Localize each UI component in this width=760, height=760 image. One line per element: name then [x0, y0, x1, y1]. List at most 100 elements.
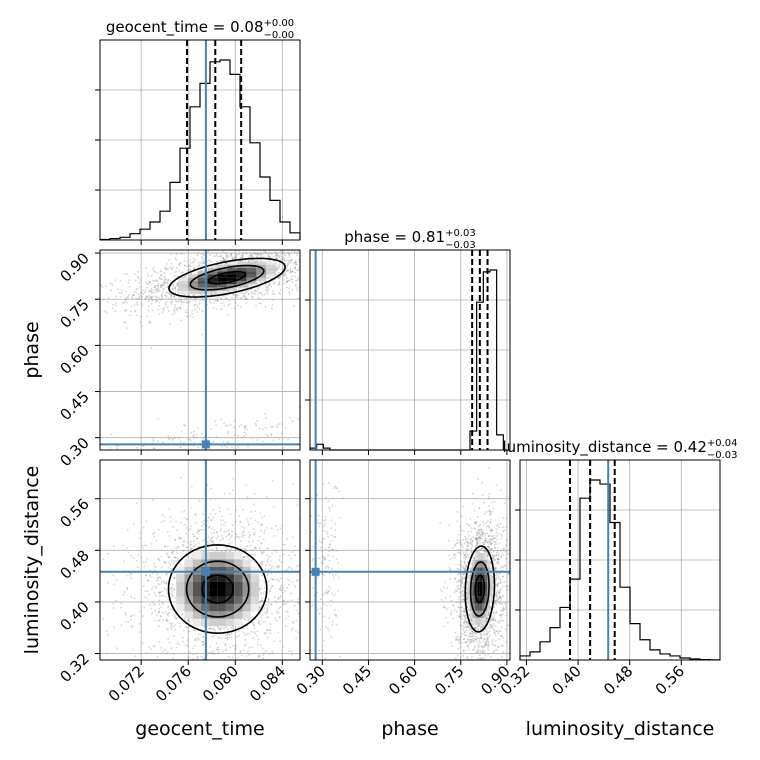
sample-point	[147, 300, 150, 302]
sample-point	[157, 558, 160, 560]
sample-point	[453, 608, 456, 611]
sample-point	[281, 524, 284, 527]
sample-point	[172, 625, 174, 628]
sample-point	[208, 516, 211, 519]
sample-point	[493, 605, 496, 608]
sample-point	[194, 303, 196, 306]
sample-point	[209, 254, 211, 257]
sample-point	[245, 545, 248, 548]
sample-point	[150, 289, 152, 292]
sample-point	[250, 254, 253, 257]
sample-point	[156, 299, 158, 302]
sample-point	[277, 631, 280, 634]
title-plus: +0.00	[264, 18, 295, 29]
sample-point	[296, 269, 299, 272]
sample-point	[293, 604, 296, 607]
sample-point	[231, 257, 233, 260]
sample-point	[190, 457, 192, 459]
sample-point	[122, 593, 125, 596]
sample-point	[490, 543, 493, 546]
sample-point	[171, 313, 174, 316]
sample-point	[487, 545, 490, 548]
sample-point	[479, 650, 481, 653]
sample-point	[192, 434, 194, 437]
sample-point	[193, 434, 196, 437]
sample-point	[199, 293, 202, 296]
sample-point	[478, 539, 481, 542]
sample-point	[285, 715, 287, 717]
sample-point	[144, 590, 147, 592]
density-cell	[266, 264, 276, 268]
sample-point	[245, 290, 248, 293]
density-cell	[178, 290, 188, 294]
sample-point	[175, 300, 177, 303]
sample-point	[267, 602, 270, 605]
sample-point	[235, 256, 238, 259]
sample-point	[152, 535, 155, 538]
sample-point	[155, 288, 158, 291]
sample-point	[170, 262, 173, 265]
axes-frame	[99, 459, 301, 661]
sample-point	[110, 289, 113, 292]
sample-point	[197, 632, 200, 635]
density-cell	[256, 267, 267, 272]
sample-point	[490, 535, 493, 537]
sample-point	[292, 305, 295, 308]
density-cell	[242, 559, 251, 567]
sample-point	[225, 535, 228, 538]
sample-point	[233, 434, 236, 437]
sample-point	[343, 575, 345, 577]
sample-point	[152, 279, 154, 282]
sample-point	[171, 583, 174, 586]
density-cell	[225, 551, 235, 560]
sample-point	[237, 630, 240, 632]
sample-point	[139, 321, 142, 324]
sample-point	[169, 323, 171, 325]
sample-point	[155, 288, 158, 291]
joint-geocent_time-luminosity_distance	[95, 459, 345, 717]
sample-point	[496, 583, 499, 586]
sample-point	[158, 595, 161, 598]
sample-point	[187, 656, 190, 659]
sample-point	[115, 674, 117, 676]
sample-point	[182, 545, 185, 547]
sample-point	[165, 596, 168, 599]
sample-point	[175, 664, 177, 666]
sample-point	[272, 282, 275, 285]
sample-point	[194, 513, 196, 516]
sample-point	[136, 298, 139, 301]
sample-point	[267, 435, 269, 437]
sample-point	[275, 424, 278, 427]
density-cell	[197, 274, 208, 278]
sample-point	[116, 647, 118, 650]
sample-point	[225, 253, 228, 256]
sample-point	[158, 592, 161, 594]
sample-point	[296, 244, 298, 246]
sample-point	[307, 238, 309, 240]
sample-point	[503, 581, 506, 583]
density-cell	[192, 566, 202, 575]
sample-point	[299, 248, 301, 250]
sample-point	[270, 587, 272, 590]
sample-point	[173, 295, 176, 298]
sample-point	[295, 629, 297, 632]
sample-point	[135, 559, 138, 562]
sample-point	[227, 632, 229, 635]
sample-point	[181, 301, 184, 304]
sample-point	[323, 258, 325, 260]
sample-point	[283, 242, 285, 244]
sample-point	[144, 289, 147, 292]
sample-point	[137, 297, 140, 300]
sample-point	[268, 629, 271, 632]
sample-point	[322, 238, 324, 240]
sample-point	[170, 294, 173, 296]
sample-point	[151, 533, 154, 536]
sample-point	[218, 506, 221, 509]
sample-point	[185, 518, 188, 521]
sample-point	[182, 636, 184, 639]
sample-point	[224, 252, 227, 255]
sample-point	[147, 280, 150, 283]
sample-point	[464, 611, 467, 614]
sample-point	[201, 333, 204, 336]
density-cell	[176, 566, 185, 575]
